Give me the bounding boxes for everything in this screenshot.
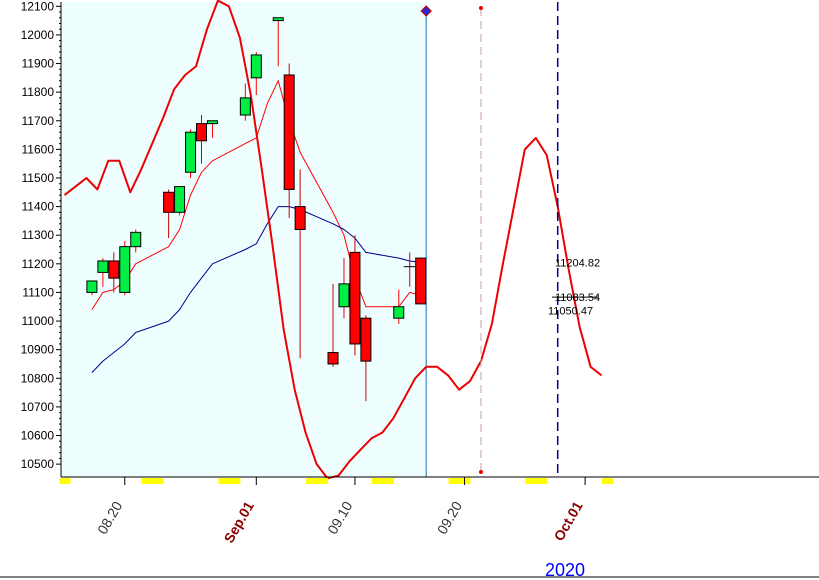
y-tick-label: 11700 xyxy=(22,114,55,128)
weekend-marker xyxy=(536,478,548,484)
y-tick-label: 11500 xyxy=(22,171,55,185)
candle-body xyxy=(185,131,197,173)
year-label: 2020 xyxy=(545,560,585,580)
y-tick-label: 11000 xyxy=(22,314,55,328)
y-tick-label: 11400 xyxy=(22,200,55,214)
history-background xyxy=(61,2,427,477)
x-tick-label: Oct.01 xyxy=(550,498,585,543)
weekend-marker xyxy=(306,478,318,484)
y-tick-label: 11100 xyxy=(22,285,54,299)
weekend-marker xyxy=(448,478,460,484)
candle-body xyxy=(206,120,218,125)
y-tick-label: 10900 xyxy=(21,343,55,357)
candle-body xyxy=(130,231,142,248)
y-tick-label: 12100 xyxy=(21,0,55,13)
weekend-marker xyxy=(525,478,537,484)
y-tick-label: 11600 xyxy=(22,142,55,156)
candle-body xyxy=(360,317,372,362)
weekend-marker xyxy=(152,478,164,484)
candle-body xyxy=(174,186,186,213)
x-tick-label: 09.10 xyxy=(324,498,355,537)
candle-body xyxy=(119,246,131,293)
candle-body xyxy=(415,257,427,305)
weekend-marker xyxy=(229,478,241,484)
candle-body xyxy=(283,74,295,190)
candle-body xyxy=(239,97,251,116)
price-label: 11083.54 xyxy=(555,292,600,304)
weekend-marker xyxy=(218,478,230,484)
weekend-marker xyxy=(141,478,153,484)
candle-body xyxy=(294,206,306,230)
candle-body xyxy=(250,54,262,79)
candle-body xyxy=(393,306,405,319)
price-label: 11050.47 xyxy=(548,306,593,318)
weekend-marker xyxy=(371,478,383,484)
weekend-marker xyxy=(382,478,394,484)
y-tick-label: 11300 xyxy=(22,228,55,242)
candle-body xyxy=(86,280,98,293)
y-tick-label: 12000 xyxy=(21,28,55,42)
candle-body xyxy=(163,191,175,213)
x-tick-label: 09.20 xyxy=(434,498,465,537)
candle-body xyxy=(338,283,350,308)
candle-body xyxy=(349,251,361,345)
weekend-marker xyxy=(317,478,329,484)
current-day-marker xyxy=(420,5,432,17)
y-tick-label: 10500 xyxy=(21,457,55,471)
divider-top-dot xyxy=(478,6,483,10)
y-tick-label: 11200 xyxy=(22,257,55,271)
y-tick-label: 10800 xyxy=(21,371,55,385)
x-tick-label: Sep.01 xyxy=(220,498,257,545)
y-tick-label: 11900 xyxy=(22,57,55,71)
y-tick-label: 10700 xyxy=(21,400,55,414)
y-tick-label: 10600 xyxy=(21,429,55,443)
candle-body xyxy=(327,352,339,365)
weekend-marker xyxy=(59,478,71,484)
candle-body xyxy=(108,260,120,279)
y-tick-label: 11800 xyxy=(22,85,55,99)
candle-body xyxy=(97,260,109,273)
candle-body xyxy=(272,17,284,22)
middle-band-line xyxy=(91,206,421,373)
divider-bottom-dot xyxy=(478,470,483,474)
x-tick-label: 08.20 xyxy=(94,498,125,537)
weekend-marker xyxy=(602,478,614,484)
candle-body xyxy=(196,123,207,142)
price-label: 11204.82 xyxy=(555,257,600,269)
